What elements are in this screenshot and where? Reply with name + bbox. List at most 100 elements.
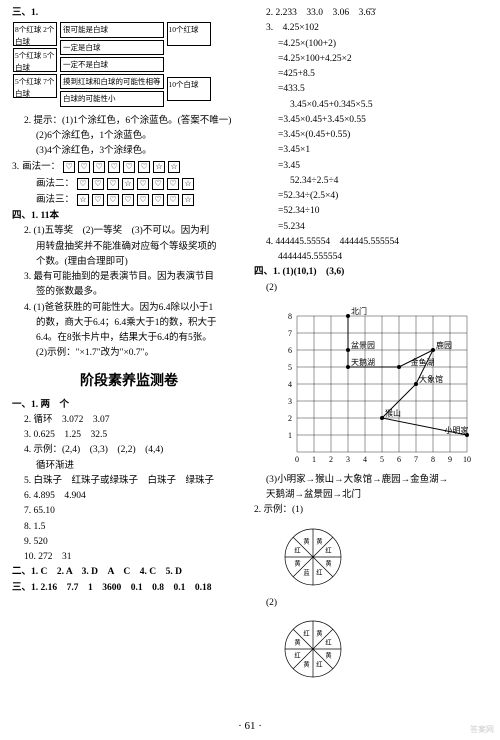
ball-right-col: 10个红球 10个白球 [166,21,212,107]
stage-title: 阶段素养监测卷 [12,371,246,392]
pie-chart-1: 黄红黄红蓝黄红黄 [278,522,348,592]
r-line: =52.34÷(2.5×4) [254,189,488,203]
r-line: =4.25×(100+2) [254,37,488,51]
sec4-line: 2. (1)五等奖 (2)一等奖 (3)不可以。因为利 [12,224,246,238]
sec4-line: 3. 最有可能抽到的是表演节目。因为表演节目 [12,270,246,284]
ball-box: 8个红球 2个白球 [13,22,57,46]
heart-icon [92,178,104,190]
left-column: 三、1. 8个红球 2个白球 5个红球 5个白球 5个红球 7个白球 很可能是白… [8,6,250,710]
star-icon [122,178,134,190]
star-icon [182,178,194,190]
svg-text:黄: 黄 [303,536,309,545]
ball-box: 5个红球 7个白球 [13,74,57,98]
star-icon [153,161,165,173]
svg-text:2: 2 [329,455,333,464]
heart-icon [78,161,90,173]
sec4-line: 6.4。在8张卡片中，结果大于6.4的有5张。 [12,331,246,345]
sec1b-line: 7. 65.10 [12,504,246,518]
r-line: =425+8.5 [254,67,488,81]
r-line: =3.45×(0.45+0.55) [254,128,488,142]
heart-icon [152,178,164,190]
svg-text:9: 9 [448,455,452,464]
draw-label: 画法三： [36,193,74,207]
svg-text:黄: 黄 [325,558,331,567]
heart-icon [137,194,149,206]
draw-label: 画法一： [22,160,60,174]
svg-text:7: 7 [288,329,292,338]
ball-box: 5个红球 5个白球 [13,48,57,72]
r-line: 2. 2.233 33.0 3.06 3.6̇3̇ [254,6,488,20]
svg-text:3: 3 [346,455,350,464]
heart-icon [137,178,149,190]
svg-text:10: 10 [463,455,471,464]
r-line: =5.234 [254,220,488,234]
q2-line: (3)4个涂红色，3个涂绿色。 [12,144,246,158]
heart-icon [167,178,179,190]
svg-text:7: 7 [414,455,418,464]
heart-icon [152,194,164,206]
svg-text:3: 3 [288,397,292,406]
svg-text:黄: 黄 [294,637,300,646]
star-icon [168,161,180,173]
rule-box: 摸到红球和白球的可能性相等 [60,74,164,89]
r-line: 52.34÷2.5÷4 [254,174,488,188]
page-footer: · 61 · [0,718,500,735]
r-line: 3. 4.25×102 [254,21,488,35]
sec1b-line: 循环渐进 [12,459,246,473]
heart-icon [93,161,105,173]
heart-icon [92,194,104,206]
ball-box: 10个白球 [167,77,211,101]
svg-text:黄: 黄 [316,536,322,545]
svg-text:1: 1 [288,431,292,440]
r-line: =3.45 [254,159,488,173]
page-columns: 三、1. 8个红球 2个白球 5个红球 5个白球 5个红球 7个白球 很可能是白… [0,0,500,710]
sec4r-label: 四、1. (1)(10,1) (3,6) [254,265,488,279]
svg-text:天鹅湖: 天鹅湖 [351,357,375,367]
heart-icon [108,161,120,173]
heart-icon [122,194,134,206]
svg-text:8: 8 [431,455,435,464]
r-line: 3.45×0.45+0.345×5.5 [254,98,488,112]
ball-left-col: 8个红球 2个白球 5个红球 5个白球 5个红球 7个白球 [12,21,58,107]
sec3-label: 三、1. [12,6,246,20]
svg-text:2: 2 [288,414,292,423]
svg-text:4: 4 [363,455,367,464]
svg-text:红: 红 [294,650,301,659]
heart-icon [167,194,179,206]
star-icon [182,194,194,206]
r-line: 4444445.555554 [254,250,488,264]
rule-box: 很可能是白球 [60,22,164,37]
shapes-row: 画法三： [12,193,246,207]
sec4-line: 4. (1)爸爸获胜的可能性大。因为6.4除以小于1 [12,301,246,315]
svg-text:0: 0 [295,455,299,464]
r-line: =433.5 [254,82,488,96]
sec4-line: 用转盘抽奖并不能准确对应每个等级奖项的 [12,240,246,254]
sec1b-line: 2. 循环 3.072 3.07 [12,413,246,427]
svg-text:红: 红 [294,545,301,554]
sec1b-line: 6. 4.895 4.904 [12,489,246,503]
svg-text:红: 红 [325,637,332,646]
pie-label: 2. 示例：(1) [254,503,488,517]
svg-text:金鱼湖: 金鱼湖 [411,357,435,367]
sec4-label: 四、1. 11本 [12,209,246,223]
rule-box: 一定不是白球 [60,57,164,72]
sec4-line: (2)示例："×1.7"改为"×0.7"。 [12,346,246,360]
heart-icon [77,178,89,190]
q3-label: 3. [12,160,19,174]
sec1b-label: 一、1. 两 个 [12,398,246,412]
ball-diagram: 8个红球 2个白球 5个红球 5个白球 5个红球 7个白球 很可能是白球 一定是… [12,21,246,107]
sec4r-2: (2) [254,281,488,295]
right-column: 2. 2.233 33.0 3.06 3.6̇3̇ 3. 4.25×102 =4… [250,6,492,710]
r-line: 4. 444445.55554 444445.555554 [254,235,488,249]
svg-text:4: 4 [288,380,292,389]
svg-text:小明家: 小明家 [445,425,469,435]
pie-chart-2: 黄红黄红黄红黄红 [278,614,348,684]
shapes-row: 画法二： [12,177,246,191]
r-line: =4.25×100+4.25×2 [254,52,488,66]
svg-text:黄: 黄 [303,659,309,668]
r-line: =3.45×0.45+3.45×0.55 [254,113,488,127]
heart-icon [107,194,119,206]
rule-box: 白球的可能性小 [60,91,164,106]
watermark: 答案网 [470,724,494,736]
sec1b-line: 9. 520 [12,535,246,549]
